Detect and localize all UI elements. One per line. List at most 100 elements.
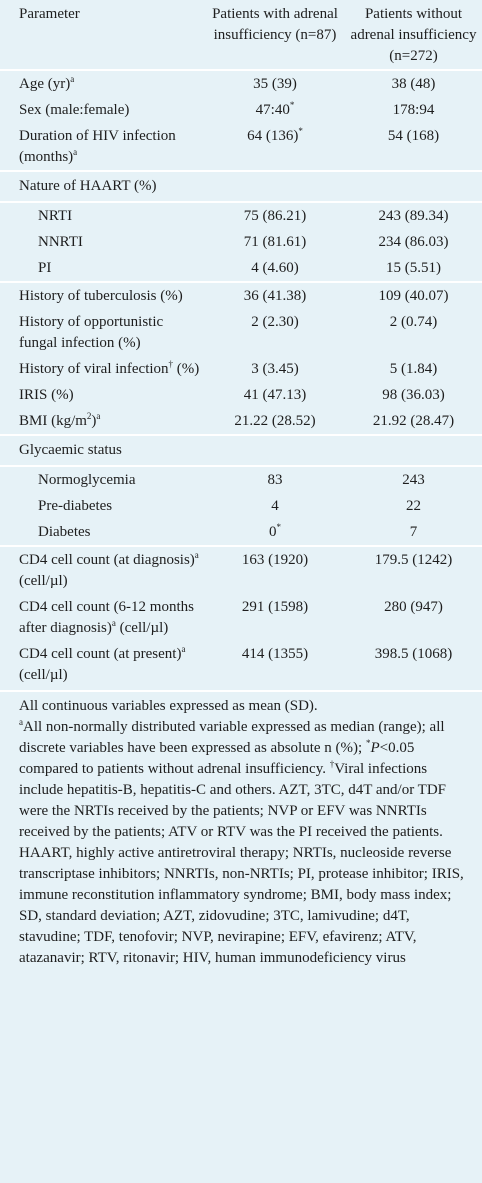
table-row: Age (yr)a 35 (39) 38 (48): [0, 70, 482, 97]
text: 3 (3.45): [251, 361, 299, 377]
text: ): [91, 413, 97, 429]
text: (%): [173, 361, 200, 377]
text: History of tuberculosis (%): [19, 288, 183, 304]
text: 15 (5.51): [386, 260, 441, 276]
text: NNRTI: [38, 234, 83, 250]
text: 234 (86.03): [378, 234, 449, 250]
table-row: CD4 cell count (at diagnosis)a (cell/µl)…: [0, 545, 482, 594]
superscript: a: [111, 618, 116, 628]
superscript: a: [96, 411, 101, 421]
section-heading: Nature of HAART (%): [0, 170, 482, 203]
row-label: Duration of HIV infection (months)a: [0, 123, 205, 171]
text: <0.05 compared to patients without adren…: [19, 740, 415, 777]
superscript: *: [365, 738, 371, 748]
section-row: Glycaemic status: [0, 434, 482, 467]
superscript: †: [168, 359, 174, 369]
text: 98 (36.03): [382, 387, 445, 403]
cell-value: 234 (86.03): [345, 229, 482, 255]
cell-value: 35 (39): [205, 70, 345, 97]
table-row: PI 4 (4.60) 15 (5.51): [0, 255, 482, 282]
table-row: IRIS (%) 41 (47.13) 98 (36.03): [0, 382, 482, 408]
table-row: Pre-diabetes 4 22: [0, 493, 482, 519]
row-label: History of viral infection† (%): [0, 356, 205, 382]
text: History of opportunistic fungal infectio…: [19, 314, 164, 351]
superscript: a: [194, 550, 199, 560]
superscript: a: [70, 74, 75, 84]
cell-value: 280 (947): [345, 594, 482, 641]
table-row: History of viral infection† (%) 3 (3.45) 5…: [0, 356, 482, 382]
text: 7: [409, 524, 418, 540]
text: 35 (39): [253, 76, 297, 92]
cell-value: 54 (168): [345, 123, 482, 171]
row-label: CD4 cell count (6-12 months after diagno…: [0, 594, 205, 641]
text: 38 (48): [391, 76, 436, 92]
text: 64 (136): [247, 128, 299, 144]
row-label: History of tuberculosis (%): [0, 281, 205, 309]
text: 280 (947): [384, 599, 443, 615]
row-label: CD4 cell count (at present)a (cell/µl): [0, 641, 205, 690]
cell-value: 64 (136)*: [205, 123, 345, 171]
header-row: Parameter Patients with adrenal insuffici…: [0, 0, 482, 71]
text: (cell/µl): [19, 667, 68, 683]
superscript: †: [329, 759, 335, 769]
row-label: IRIS (%): [0, 382, 205, 408]
footnote-paragraph: All continuous variables expressed as me…: [19, 696, 474, 717]
text: 414 (1355): [241, 646, 309, 662]
row-label: Pre-diabetes: [0, 493, 205, 519]
cell-value: 3 (3.45): [205, 356, 345, 382]
text: 243: [402, 472, 425, 488]
table-row: Sex (male:female) 47:40* 178:94: [0, 97, 482, 123]
text: 109 (40.07): [378, 288, 449, 304]
row-label: NNRTI: [0, 229, 205, 255]
text: BMI (kg/m: [19, 413, 87, 429]
text: 4 (4.60): [251, 260, 299, 276]
table-row: Duration of HIV infection (months)a 64 (1…: [0, 123, 482, 171]
row-label: Diabetes: [0, 519, 205, 546]
cell-value: 398.5 (1068): [345, 641, 482, 690]
cell-value: 38 (48): [345, 70, 482, 97]
text: 398.5 (1068): [374, 646, 453, 662]
superscript: *: [276, 522, 282, 532]
superscript: a: [73, 147, 78, 157]
text: Normoglycemia: [38, 472, 136, 488]
row-label: BMI (kg/m2)a: [0, 408, 205, 435]
superscript: a: [181, 644, 186, 654]
cell-value: 75 (86.21): [205, 202, 345, 229]
row-label: NRTI: [0, 202, 205, 229]
table-row: Normoglycemia 83 243: [0, 466, 482, 493]
cell-value: 5 (1.84): [345, 356, 482, 382]
text: 83: [267, 472, 283, 488]
italic-text: P: [370, 740, 380, 756]
cell-value: 22: [345, 493, 482, 519]
text: History of viral infection: [19, 361, 169, 377]
text: 41 (47.13): [243, 387, 307, 403]
text: 291 (1598): [241, 599, 309, 615]
superscript: *: [298, 126, 303, 136]
text: 71 (81.61): [243, 234, 307, 250]
text: 2 (2.30): [251, 314, 299, 330]
data-table: Parameter Patients with adrenal insuffici…: [0, 0, 482, 690]
superscript: *: [289, 100, 295, 110]
text: 21.22 (28.52): [234, 413, 316, 429]
cell-value: 179.5 (1242): [345, 545, 482, 594]
text: PI: [38, 260, 52, 276]
table-row: CD4 cell count (at present)a (cell/µl) 41…: [0, 641, 482, 690]
row-label: CD4 cell count (at diagnosis)a (cell/µl): [0, 545, 205, 594]
text: NRTI: [38, 208, 73, 224]
cell-value: 109 (40.07): [345, 281, 482, 309]
cell-value: 21.92 (28.47): [345, 408, 482, 435]
row-label: History of opportunistic fungal infectio…: [0, 309, 205, 356]
text: 243 (89.34): [378, 208, 449, 224]
cell-value: 83: [205, 466, 345, 493]
text: 75 (86.21): [243, 208, 307, 224]
column-header: Patients without adrenal insufficiency (…: [345, 0, 482, 71]
cell-value: 291 (1598): [205, 594, 345, 641]
cell-value: 98 (36.03): [345, 382, 482, 408]
superscript: 2: [86, 411, 92, 421]
cell-value: 2 (0.74): [345, 309, 482, 356]
text: 179.5 (1242): [374, 552, 453, 568]
row-label: Age (yr)a: [0, 70, 205, 97]
row-label: Sex (male:female): [0, 97, 205, 123]
cell-value: 7: [345, 519, 482, 546]
